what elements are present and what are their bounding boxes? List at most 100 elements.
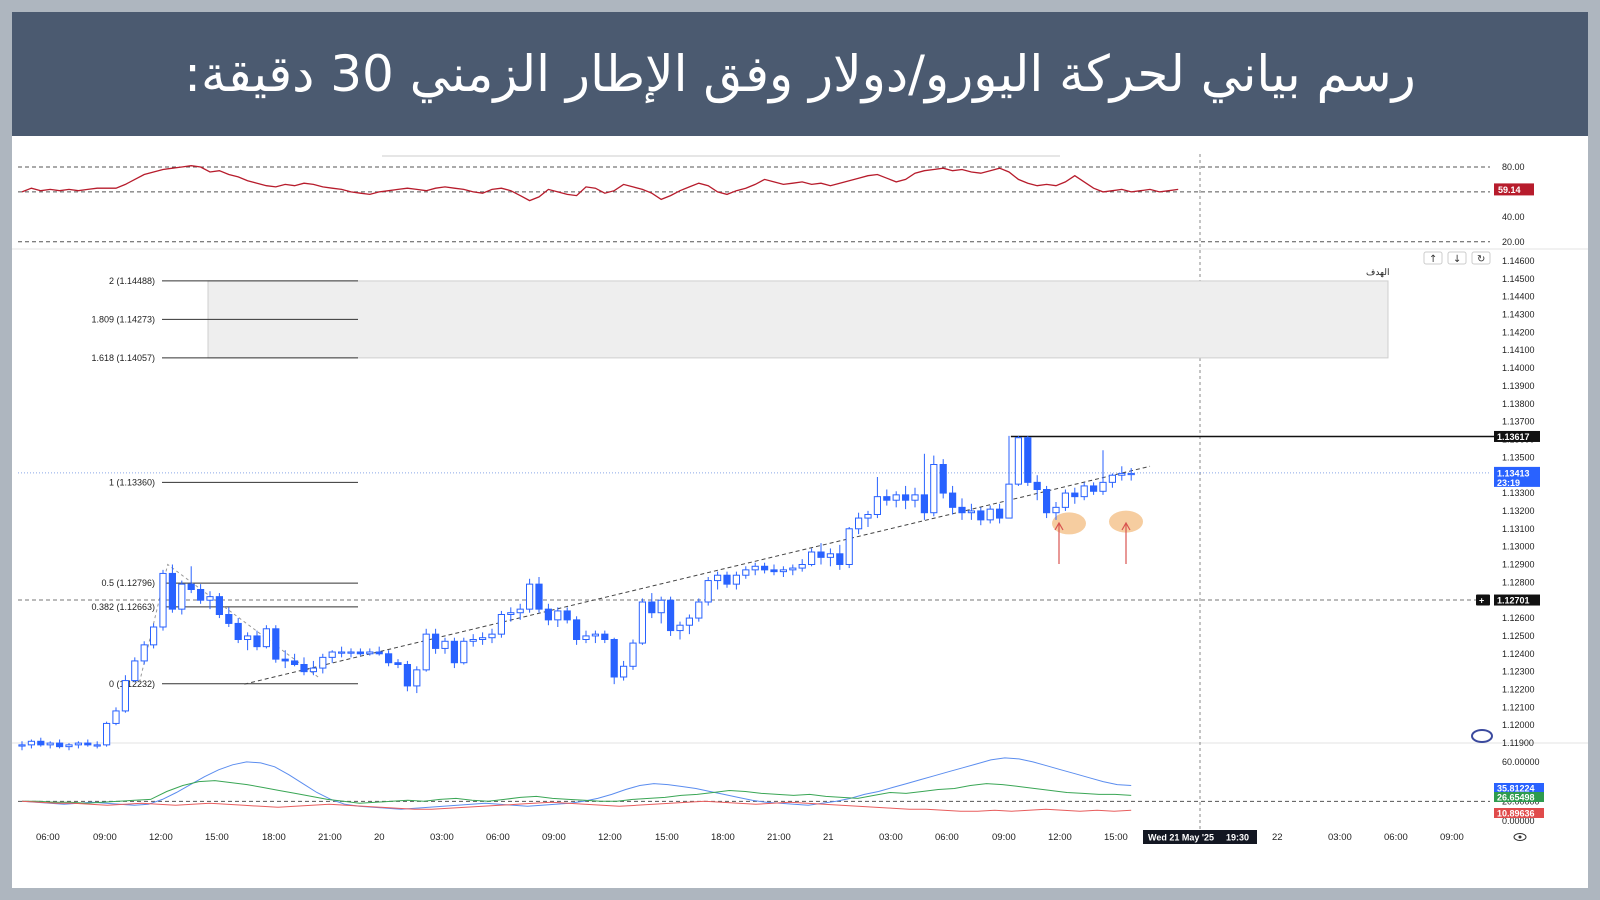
refresh-icon[interactable] <box>1471 251 1491 265</box>
candle-body <box>469 639 477 642</box>
oscillator-axis-tick: 20.00 <box>1502 237 1525 247</box>
candle-body <box>385 653 393 664</box>
crosshair-time-tag <box>1143 830 1257 844</box>
candle-body <box>751 565 759 571</box>
candle-body <box>112 710 120 724</box>
candle-body <box>873 496 881 515</box>
oscillator-series-line <box>22 780 1132 804</box>
chart-area[interactable]: 80.00 40.00 20.00 59.14 1.14600 1.14500 1.1440… <box>12 12 1588 888</box>
candle-body <box>638 601 646 644</box>
candle-body <box>629 642 637 667</box>
candle-body <box>1052 506 1060 514</box>
candle-body <box>949 492 957 508</box>
time-axis-label: 15:00 <box>205 832 229 843</box>
candle-body <box>206 596 214 601</box>
price-axis-tick: 1.14600 <box>1502 256 1535 266</box>
price-axis-tick: 1.12900 <box>1502 560 1535 570</box>
candle-body <box>601 633 609 641</box>
oscillator-value-tag <box>1494 808 1544 818</box>
fib-level-label: 1 (1.13360) <box>109 477 155 487</box>
time-axis-label: 21 <box>823 832 834 843</box>
price-axis-tick: 1.12000 <box>1502 720 1535 730</box>
fib-level-label: 0.382 (1.12663) <box>91 602 155 612</box>
candle-body <box>18 744 26 747</box>
candle-body <box>131 660 139 682</box>
price-tag-text: 1.12701 <box>1497 596 1530 606</box>
candle-body <box>563 610 571 621</box>
candle-body <box>1108 474 1117 483</box>
price-axis-tick: 1.13800 <box>1502 399 1535 409</box>
price-axis-tick: 1.14400 <box>1502 292 1535 302</box>
candle-body <box>93 744 101 747</box>
add-alert-icon[interactable] <box>1476 594 1490 606</box>
price-axis-tick: 1.12400 <box>1502 649 1535 659</box>
oscillator-value-tag <box>1494 783 1544 793</box>
arrow-up-icon[interactable] <box>1423 251 1443 265</box>
candle-body <box>178 583 186 610</box>
candle-body <box>920 494 928 514</box>
time-axis-label: 09:00 <box>1440 832 1464 843</box>
time-axis-label: 06:00 <box>36 832 60 843</box>
candle-body <box>864 514 872 519</box>
candle-body <box>309 667 317 673</box>
price-axis-tick: 1.14000 <box>1502 363 1535 373</box>
candle-body <box>582 635 590 641</box>
candle-body <box>1071 492 1079 498</box>
candle-body <box>187 583 195 591</box>
arrow-down-icon[interactable] <box>1447 251 1467 265</box>
time-axis-label: 18:00 <box>711 832 735 843</box>
candle-body <box>262 628 271 648</box>
arrow-head <box>1054 521 1064 531</box>
candle-body <box>930 464 938 514</box>
oscillator-axis-tick: 0.00000 <box>1502 816 1535 826</box>
candle-body <box>1099 481 1107 492</box>
touch-marker <box>1109 510 1143 533</box>
price-tag-text: 1.13413 <box>1497 468 1530 478</box>
candle-body <box>526 583 534 610</box>
candle-body <box>1061 492 1070 508</box>
candle-body <box>1024 437 1032 483</box>
arrow-head <box>1121 521 1131 531</box>
time-axis-label: 03:00 <box>1328 832 1352 843</box>
candle-body <box>883 496 891 501</box>
candle-body <box>215 596 224 616</box>
fib-level-label: 0 (1.12232) <box>109 679 155 689</box>
candle-body <box>535 583 543 610</box>
add-alert-glyph: + <box>1479 596 1484 606</box>
candle-body <box>347 651 355 654</box>
pane-toggle-icon[interactable] <box>1471 729 1493 743</box>
candle-body <box>977 510 985 521</box>
price-axis-tick: 1.13100 <box>1502 524 1535 534</box>
candle-body <box>422 633 430 671</box>
candle-body <box>375 651 383 655</box>
time-axis-label: 03:00 <box>879 832 903 843</box>
candle-body <box>450 640 458 664</box>
candle-body <box>1080 485 1088 498</box>
candle-body <box>704 580 712 603</box>
crosshair-time-value: 19:30 <box>1226 833 1249 843</box>
candle-body <box>808 551 816 565</box>
price-axis-tick: 1.11900 <box>1502 738 1534 748</box>
price-axis-tick: 1.12200 <box>1502 685 1535 695</box>
candle-body <box>291 660 299 666</box>
candle-body <box>272 628 280 660</box>
candle-body <box>742 569 750 576</box>
fib-level-label: 1.618 (1.14057) <box>91 353 155 363</box>
price-tag <box>1494 430 1540 442</box>
price-axis-tick: 1.14200 <box>1502 327 1535 337</box>
time-axis-label: 06:00 <box>1384 832 1408 843</box>
time-axis-label: 12:00 <box>1048 832 1072 843</box>
candle-body <box>892 494 900 501</box>
time-axis-label: 03:00 <box>430 832 454 843</box>
candle-body <box>732 574 740 585</box>
candle-body <box>1127 472 1135 476</box>
price-axis-tick: 1.14300 <box>1502 310 1535 320</box>
oscillator-value-tag <box>1494 183 1534 196</box>
candle-body <box>967 510 975 514</box>
candle-body <box>657 599 665 614</box>
candle-body <box>911 494 919 501</box>
oscillator-value-tag-text: 10.89636 <box>1497 809 1535 819</box>
candle-body <box>826 553 834 558</box>
time-axis-label: 15:00 <box>1104 832 1128 843</box>
candle-body <box>789 567 797 571</box>
